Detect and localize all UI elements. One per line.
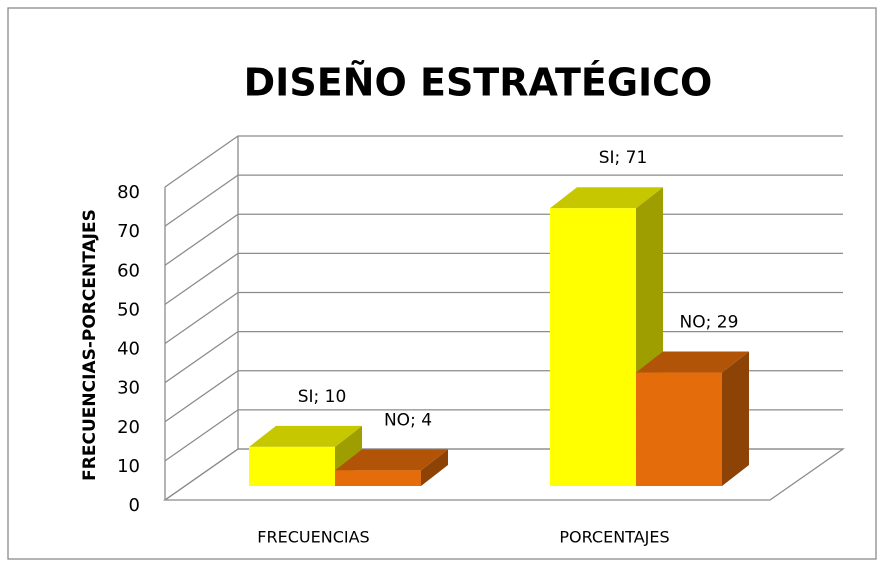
- x-tick-label: PORCENTAJES: [559, 528, 669, 547]
- chart-title: DISEÑO ESTRATÉGICO: [244, 61, 713, 105]
- bar: [549, 208, 636, 486]
- y-axis-label: FRECUENCIAS-PORCENTAJES: [80, 209, 100, 481]
- bar-top: [549, 187, 663, 209]
- y-tick-label: 0: [129, 495, 140, 516]
- grid-line: [164, 174, 843, 227]
- bar-top: [249, 425, 362, 447]
- bar-side: [421, 449, 448, 486]
- grid-line: [164, 135, 843, 188]
- bar: [635, 372, 722, 486]
- bar: [249, 446, 335, 486]
- bar: [335, 470, 421, 486]
- y-tick-label: 60: [117, 260, 140, 281]
- y-tick-label: 50: [117, 299, 140, 320]
- data-label: NO; 29: [680, 313, 739, 333]
- bar-top: [635, 351, 749, 373]
- y-tick-label: 30: [117, 378, 140, 399]
- data-label: SI; 71: [599, 148, 648, 168]
- y-tick-label: 40: [117, 339, 140, 360]
- bar-side: [721, 351, 749, 486]
- y-tick-label: 80: [117, 182, 140, 203]
- y-tick-label: 10: [117, 456, 140, 477]
- data-label: NO; 4: [384, 410, 432, 430]
- y-tick-label: 70: [117, 221, 140, 242]
- data-label: SI; 10: [298, 387, 347, 407]
- x-tick-label: FRECUENCIAS: [257, 528, 369, 547]
- y-tick-label: 20: [117, 417, 140, 438]
- bar-top: [335, 449, 448, 471]
